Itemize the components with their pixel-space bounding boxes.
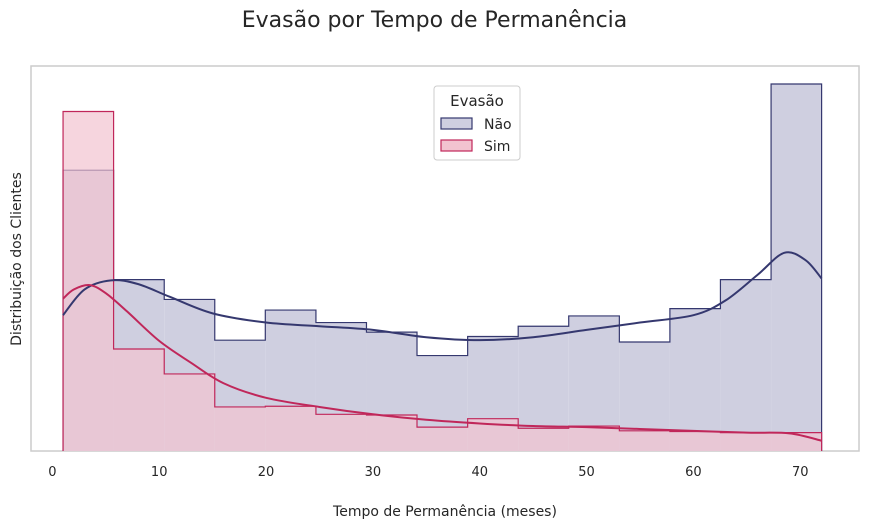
bar-sim-10 (568, 426, 620, 451)
bar-sim-7 (417, 427, 468, 451)
x-axis-label: Tempo de Permanência (meses) (332, 504, 557, 520)
bar-sim-4 (265, 406, 316, 451)
bar-sim-2 (164, 373, 215, 451)
bar-sim-3 (214, 406, 266, 451)
kde-layer (62, 251, 823, 442)
bar-sim-6 (366, 415, 418, 451)
legend-label-nao: Não (484, 117, 512, 133)
legend-swatch-sim (440, 139, 473, 152)
bars-layer (62, 83, 823, 452)
x-tick-label-50: 50 (578, 465, 595, 480)
x-tick-label-30: 30 (365, 465, 382, 480)
x-tick-label-10: 10 (151, 465, 168, 480)
bar-sim-9 (518, 428, 569, 451)
legend: Evasão Não Sim (433, 85, 521, 161)
bar-sim-13 (720, 432, 772, 451)
bar-sim-1 (113, 348, 165, 451)
x-tick-label-60: 60 (685, 465, 702, 480)
bar-sim-5 (315, 414, 367, 451)
x-tick-label-40: 40 (471, 465, 488, 480)
chart-title: Evasão por Tempo de Permanência (241, 8, 628, 33)
legend-swatch-nao (440, 117, 473, 130)
x-ticks: 0 10 20 30 40 50 60 70 (48, 465, 808, 480)
x-tick-label-70: 70 (792, 465, 809, 480)
bar-sim-11 (619, 430, 670, 451)
kde-curve-nao (62, 251, 823, 342)
bar-sim-12 (669, 431, 721, 451)
legend-label-sim: Sim (484, 139, 510, 155)
x-tick-label-0: 0 (48, 465, 56, 480)
step-outline-sim (62, 110, 823, 451)
bar-nao-12 (669, 308, 721, 451)
kde-curve-sim (62, 284, 822, 442)
y-axis-label: Distribuição dos Clientes (9, 172, 25, 346)
x-tick-label-20: 20 (258, 465, 275, 480)
legend-title: Evasão (450, 92, 504, 110)
bar-nao-13 (720, 279, 772, 451)
